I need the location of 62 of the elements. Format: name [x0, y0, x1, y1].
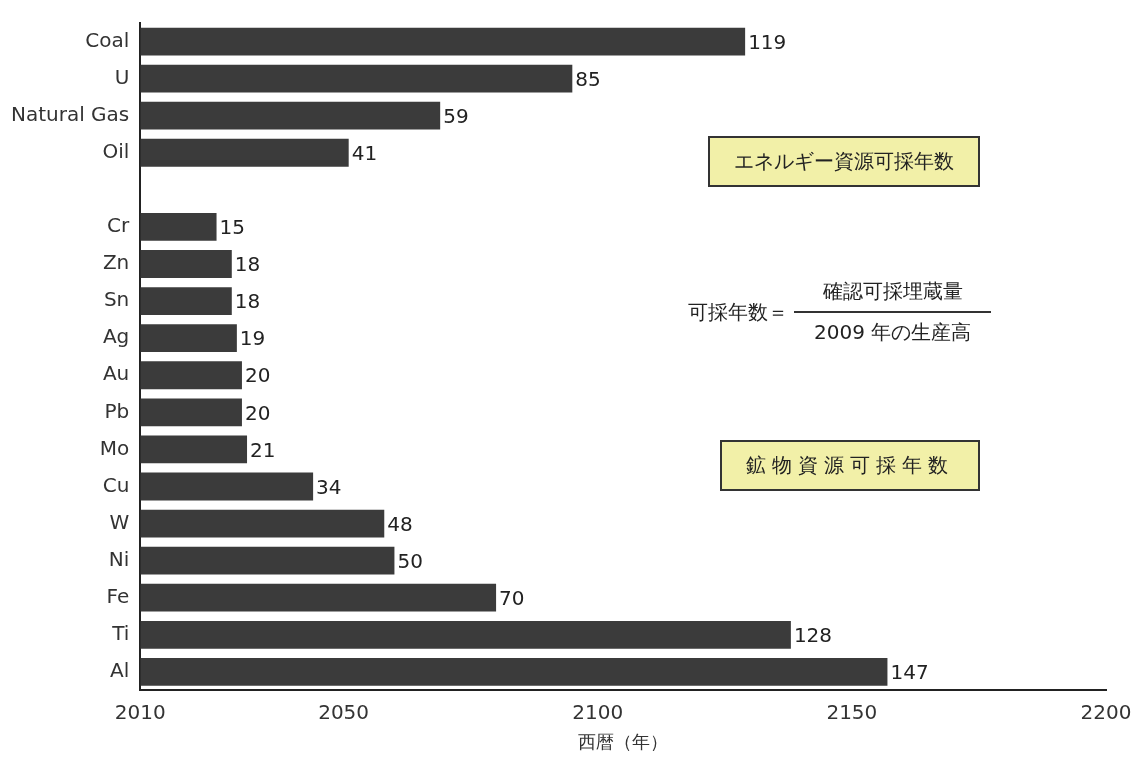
y-tick-label: Sn: [103, 287, 130, 312]
data-label: 50: [397, 548, 423, 573]
y-tick-label: Mo: [99, 435, 130, 460]
annotation: エネルギー資源可採年数: [708, 136, 980, 187]
x-tick-label: 2150: [826, 699, 878, 724]
bar: [140, 101, 441, 130]
data-label: 20: [244, 363, 271, 388]
annotation: 確認可採埋蔵量: [821, 278, 964, 305]
data-label: 119: [748, 29, 787, 54]
y-tick-label: Ti: [111, 620, 130, 645]
x-axis-title: 西暦（年）: [578, 730, 669, 752]
bar: [140, 583, 497, 612]
bar: [140, 287, 232, 315]
data-label: 15: [219, 215, 245, 240]
y-tick-label: Cr: [107, 213, 131, 238]
bar: [140, 250, 232, 278]
bar: [140, 546, 395, 575]
bar: [140, 27, 746, 56]
data-label: 70: [499, 585, 525, 610]
annotation: 可採年数＝: [688, 298, 788, 326]
y-tick-label: Fe: [106, 583, 130, 608]
data-label: 18: [234, 252, 261, 277]
y-tick-label: W: [109, 509, 130, 534]
x-tick-label: 2050: [318, 699, 370, 724]
y-tick-label: Cu: [102, 472, 130, 497]
x-tick-label: 2100: [572, 699, 624, 724]
bar: [140, 435, 248, 464]
data-label: 19: [239, 326, 266, 351]
y-tick-label: Oil: [102, 138, 130, 163]
data-label: 20: [244, 400, 271, 425]
bar: [140, 138, 349, 167]
data-label: 21: [250, 437, 276, 462]
data-label: 59: [443, 103, 469, 128]
data-label: 18: [234, 289, 261, 314]
data-label: 41: [351, 140, 378, 165]
bar: [140, 657, 888, 686]
annotation: 2009 年の生産高: [794, 311, 992, 346]
y-tick-label: Ni: [108, 546, 130, 571]
data-label: 34: [316, 474, 342, 499]
bar: [140, 64, 573, 93]
data-label: 48: [387, 511, 413, 536]
y-tick-label: Al: [110, 658, 130, 683]
bar: [140, 324, 237, 353]
bar: [140, 213, 217, 241]
annotation: 鉱物資源可採年数: [720, 440, 980, 491]
bar: [140, 361, 242, 390]
data-label: 85: [575, 66, 601, 91]
y-tick-label: Au: [102, 361, 130, 386]
bar: [140, 398, 242, 427]
y-tick-label: Ag: [102, 324, 130, 349]
y-tick-label: Coal: [85, 27, 130, 52]
y-tick-label: Natural Gas: [10, 101, 130, 126]
data-label: 147: [890, 660, 929, 685]
bar: [140, 472, 314, 501]
x-tick-label: 2200: [1080, 699, 1132, 724]
x-tick-label: 2010: [114, 699, 166, 724]
data-label: 128: [793, 622, 833, 647]
y-tick-label: U: [114, 64, 130, 89]
bar: [140, 620, 791, 649]
y-tick-label: Zn: [102, 250, 130, 275]
y-tick-label: Pb: [104, 398, 130, 423]
bar: [140, 509, 385, 538]
